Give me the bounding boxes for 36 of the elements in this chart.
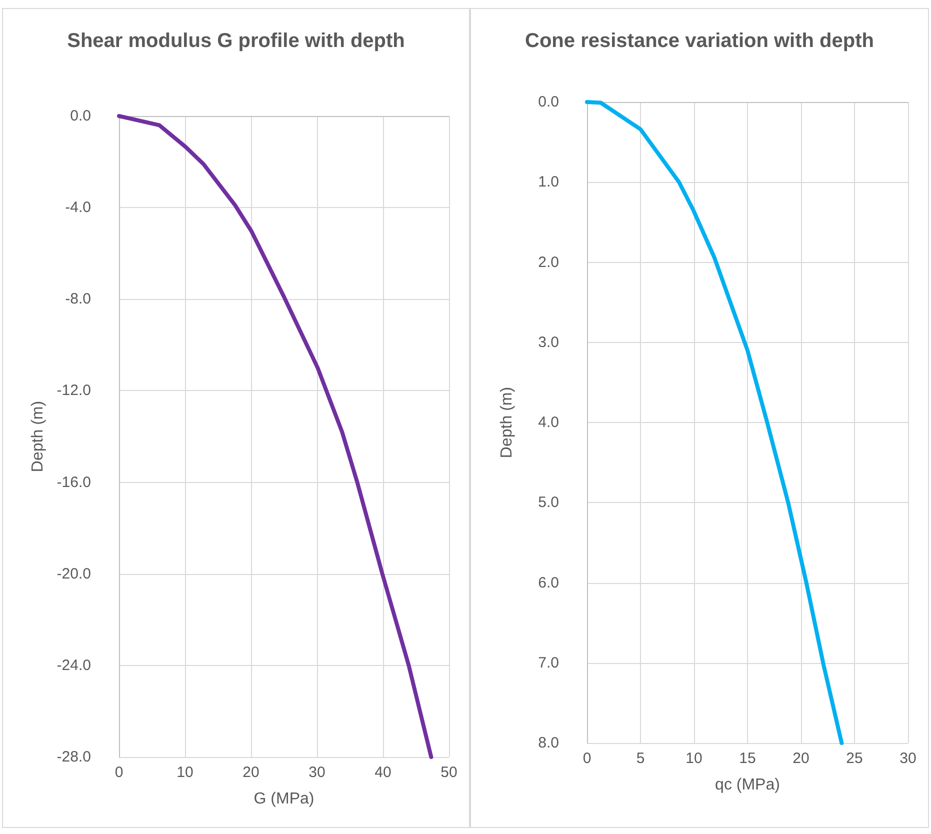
- y-tick-label: 7.0: [538, 654, 559, 672]
- y-tick-label: -24.0: [56, 656, 91, 674]
- y-tick-label: 6.0: [538, 574, 559, 592]
- x-tick-label: 20: [792, 750, 810, 767]
- y-tick-label: 4.0: [538, 414, 559, 431]
- x-tick-label: 0: [582, 750, 592, 767]
- x-axis-title: G (MPa): [254, 790, 314, 808]
- chart-title: Cone resistance variation with depth: [525, 30, 874, 52]
- y-tick-label: -20.0: [56, 565, 91, 582]
- x-tick-label: 30: [900, 750, 916, 767]
- y-tick-label: -28.0: [56, 748, 91, 766]
- x-tick-label: 30: [308, 764, 326, 781]
- x-tick-label: 15: [739, 750, 756, 767]
- y-tick-label: 0.0: [538, 94, 559, 110]
- y-axis-title: Depth (m): [29, 400, 46, 472]
- x-tick-label: 10: [176, 764, 194, 781]
- x-tick-label: 25: [846, 750, 863, 767]
- x-tick-label: 0: [114, 764, 124, 781]
- y-axis-title: Depth (m): [498, 386, 516, 458]
- y-tick-label: -4.0: [65, 199, 91, 216]
- y-tick-label: 8.0: [538, 734, 559, 752]
- x-tick-label: 20: [242, 764, 260, 781]
- y-tick-label: 0.0: [70, 108, 91, 124]
- x-tick-label: 40: [374, 764, 392, 781]
- x-tick-label: 10: [686, 750, 702, 767]
- y-tick-label: 5.0: [538, 494, 559, 512]
- y-tick-label: 2.0: [538, 254, 559, 271]
- x-axis-title: qc (MPa): [715, 776, 780, 794]
- y-tick-label: -12.0: [56, 382, 91, 400]
- chart-title: Shear modulus G profile with depth: [67, 30, 405, 52]
- y-tick-label: -16.0: [56, 474, 91, 491]
- y-tick-label: -8.0: [65, 290, 91, 308]
- y-tick-label: 3.0: [538, 334, 559, 351]
- x-tick-label: 5: [636, 750, 645, 767]
- y-tick-label: 1.0: [538, 174, 559, 191]
- x-tick-label: 50: [440, 764, 458, 781]
